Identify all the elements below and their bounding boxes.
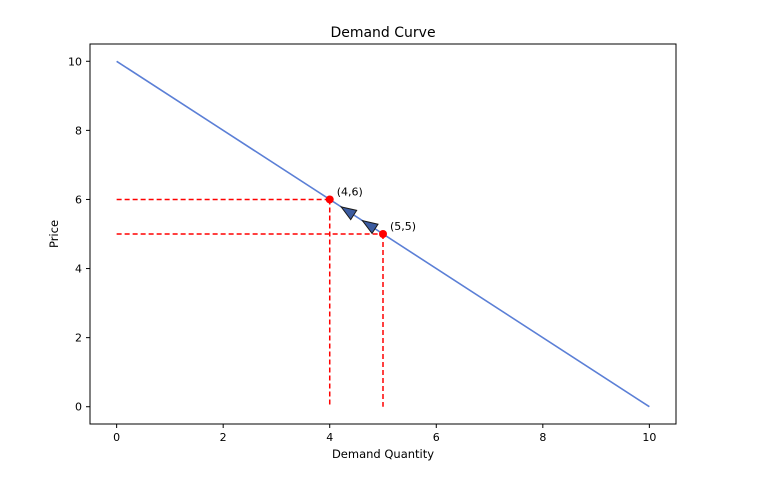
data-point-1 bbox=[379, 230, 387, 238]
x-tick-label: 2 bbox=[220, 431, 227, 444]
point-label-0: (4,6) bbox=[337, 185, 363, 198]
plot-frame bbox=[89, 43, 677, 425]
x-tick-label: 0 bbox=[113, 431, 120, 444]
arrow-head-0-0 bbox=[361, 219, 379, 235]
x-axis: 0 2 4 6 8 10 bbox=[113, 424, 656, 444]
chart-title: Demand Curve bbox=[330, 25, 435, 41]
x-tick-label: 10 bbox=[642, 431, 656, 444]
x-tick-label: 8 bbox=[539, 431, 546, 444]
arrow-head-0-1 bbox=[339, 206, 358, 221]
y-tick-label: 8 bbox=[75, 124, 82, 137]
y-tick-label: 2 bbox=[75, 332, 82, 345]
y-tick-label: 0 bbox=[75, 401, 82, 414]
x-tick-label: 6 bbox=[433, 431, 440, 444]
y-axis-label: Price bbox=[47, 220, 61, 248]
y-tick-label: 10 bbox=[68, 55, 82, 68]
y-tick-label: 6 bbox=[75, 193, 82, 206]
x-axis-label: Demand Quantity bbox=[332, 447, 434, 461]
y-axis: 0 2 4 6 8 10 bbox=[68, 55, 90, 414]
plot-layer: (4,6) (5,5) bbox=[116, 60, 650, 408]
x-tick-label: 4 bbox=[326, 431, 333, 444]
y-tick-label: 4 bbox=[75, 263, 82, 276]
data-point-0 bbox=[325, 195, 334, 204]
point-label-1: (5,5) bbox=[390, 220, 416, 233]
